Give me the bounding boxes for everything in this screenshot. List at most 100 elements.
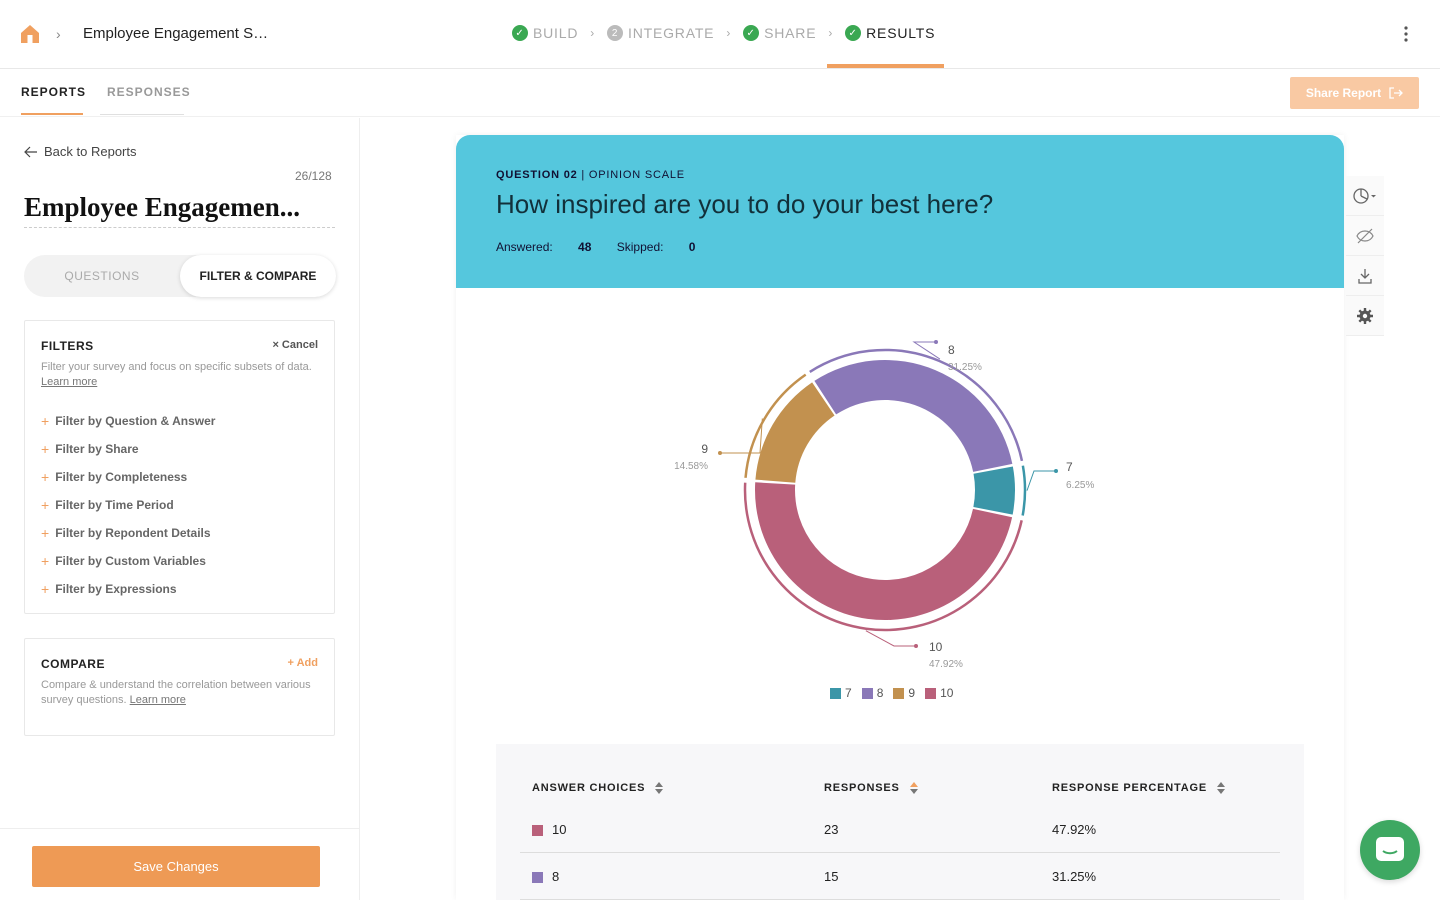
check-icon: ✓ — [845, 25, 862, 41]
chevron-right-icon: › — [726, 26, 732, 40]
row-choice: 10 — [552, 822, 567, 837]
answer-table: ANSWER CHOICES RESPONSES RESPONSE PERCEN… — [496, 744, 1304, 900]
add-compare-button[interactable]: + Add — [288, 657, 318, 669]
col-response-percentage[interactable]: RESPONSE PERCENTAGE — [1052, 782, 1225, 794]
question-text: How inspired are you to do your best her… — [496, 189, 994, 219]
mode-filter-compare[interactable]: FILTER & COMPARE — [180, 255, 336, 297]
question-stats: Answered: 48 Skipped: 0 — [496, 240, 717, 254]
plus-icon: + — [41, 525, 50, 541]
legend-label: 8 — [876, 686, 884, 700]
share-report-button[interactable]: Share Report — [1290, 77, 1419, 109]
leader-dot-8 — [934, 340, 938, 344]
legend-item[interactable]: 8 — [861, 686, 884, 700]
plus-icon: + — [41, 497, 50, 513]
home-icon[interactable] — [20, 24, 40, 44]
filter-question-answer[interactable]: + Filter by Question & Answer — [41, 407, 215, 435]
leader-line-7 — [1026, 470, 1056, 491]
col-label: RESPONSES — [824, 782, 900, 794]
col-responses[interactable]: RESPONSES — [824, 782, 918, 794]
percent-label-10: 47.92% — [929, 659, 963, 670]
filter-custom-variables[interactable]: + Filter by Custom Variables — [41, 547, 215, 575]
step-number-badge: 2 — [607, 25, 624, 41]
col-label: ANSWER CHOICES — [532, 782, 646, 794]
question-type: OPINION SCALE — [588, 169, 685, 181]
legend-swatch — [893, 687, 905, 699]
mode-questions[interactable]: QUESTIONS — [64, 269, 140, 283]
more-options-icon[interactable] — [1400, 25, 1412, 43]
sort-icon — [1216, 782, 1225, 794]
legend-item[interactable]: 9 — [893, 686, 915, 700]
step-share-label: SHARE — [764, 25, 817, 41]
leader-dot-7 — [1054, 469, 1058, 473]
filter-respondent-details[interactable]: + Filter by Repondent Details — [41, 519, 215, 547]
filter-share[interactable]: + Filter by Share — [41, 435, 215, 463]
chat-launcher-button[interactable] — [1360, 820, 1420, 880]
download-button[interactable] — [1346, 256, 1384, 296]
donut-slice-9[interactable] — [755, 382, 835, 483]
back-label: Back to Reports — [44, 144, 137, 159]
top-bar: › Employee Engagement S… ✓ BUILD › 2 INT… — [0, 0, 1440, 69]
chart-legend: 7 8 9 10 — [830, 686, 953, 700]
active-tab-indicator — [21, 113, 83, 115]
sidebar-mode-toggle: QUESTIONS FILTER & COMPARE — [24, 255, 336, 297]
row-percentage: 31.25% — [1052, 869, 1097, 884]
chevron-right-icon: › — [590, 26, 596, 40]
step-build[interactable]: ✓ BUILD — [512, 25, 578, 41]
share-icon — [1389, 87, 1404, 99]
step-integrate-label: INTEGRATE — [628, 25, 715, 41]
row-percentage: 47.92% — [1052, 822, 1097, 837]
add-label: Add — [296, 657, 318, 669]
col-answer-choices[interactable]: ANSWER CHOICES — [532, 782, 664, 794]
filter-completeness[interactable]: + Filter by Completeness — [41, 463, 215, 491]
close-icon: × — [272, 339, 282, 351]
data-label-8: 8 — [948, 343, 955, 357]
plus-icon: + — [41, 553, 50, 569]
percent-label-9: 14.58% — [674, 461, 708, 472]
donut-chart: 7 6.25% 10 47.92% 9 14.58% 8 31.25% — [674, 340, 1094, 670]
save-changes-button[interactable]: Save Changes — [32, 846, 320, 887]
donut-rim-10 — [743, 482, 1023, 632]
percent-label-8: 31.25% — [948, 362, 982, 373]
back-to-reports-link[interactable]: Back to Reports — [24, 144, 137, 159]
plus-icon: + — [41, 413, 50, 429]
gear-icon — [1357, 307, 1373, 324]
sort-icon — [655, 782, 664, 794]
filters-learn-more-link[interactable]: Learn more — [41, 376, 98, 388]
tab-reports[interactable]: REPORTS — [21, 85, 87, 99]
filter-time-period[interactable]: + Filter by Time Period — [41, 491, 215, 519]
legend-item[interactable]: 7 — [830, 686, 852, 700]
row-swatch — [532, 825, 543, 836]
arrow-left-icon — [24, 146, 37, 157]
data-label-10: 10 — [929, 640, 943, 654]
step-results-label: RESULTS — [866, 25, 936, 41]
compare-learn-more-link[interactable]: Learn more — [129, 694, 186, 706]
filters-desc-text: Filter your survey and focus on specific… — [41, 361, 312, 373]
workflow-steps: ✓ BUILD › 2 INTEGRATE › ✓ SHARE › ✓ RESU… — [512, 25, 935, 41]
sort-icon — [909, 782, 918, 794]
donut-rim-7 — [1021, 465, 1027, 516]
chart-type-button[interactable] — [1346, 176, 1384, 216]
donut-slice-10[interactable] — [755, 482, 1013, 620]
compare-heading: COMPARE — [41, 657, 105, 671]
step-build-label: BUILD — [533, 25, 579, 41]
save-footer: Save Changes — [0, 828, 359, 900]
table-row: 10 23 47.92% — [520, 806, 1280, 853]
donut-slice-8[interactable] — [814, 360, 1013, 472]
share-report-label: Share Report — [1305, 86, 1382, 100]
plus-icon: + — [287, 657, 297, 669]
donut-slice-7[interactable] — [973, 466, 1015, 515]
legend-swatch — [925, 687, 937, 699]
step-share[interactable]: ✓ SHARE — [743, 25, 816, 41]
step-results[interactable]: ✓ RESULTS — [845, 25, 935, 41]
hide-button[interactable] — [1346, 216, 1384, 256]
legend-item[interactable]: 10 — [925, 686, 953, 700]
survey-title[interactable]: Employee Engagement S… — [83, 25, 269, 42]
step-integrate[interactable]: 2 INTEGRATE — [607, 25, 714, 41]
filter-expressions[interactable]: + Filter by Expressions — [41, 575, 215, 603]
cancel-filters-button[interactable]: × Cancel — [272, 339, 318, 351]
filter-label: Filter by Expressions — [55, 582, 177, 596]
report-title[interactable]: Employee Engagemen... — [24, 192, 335, 228]
settings-button[interactable] — [1346, 296, 1384, 336]
cancel-label: Cancel — [281, 339, 318, 351]
tab-responses[interactable]: RESPONSES — [107, 85, 191, 99]
